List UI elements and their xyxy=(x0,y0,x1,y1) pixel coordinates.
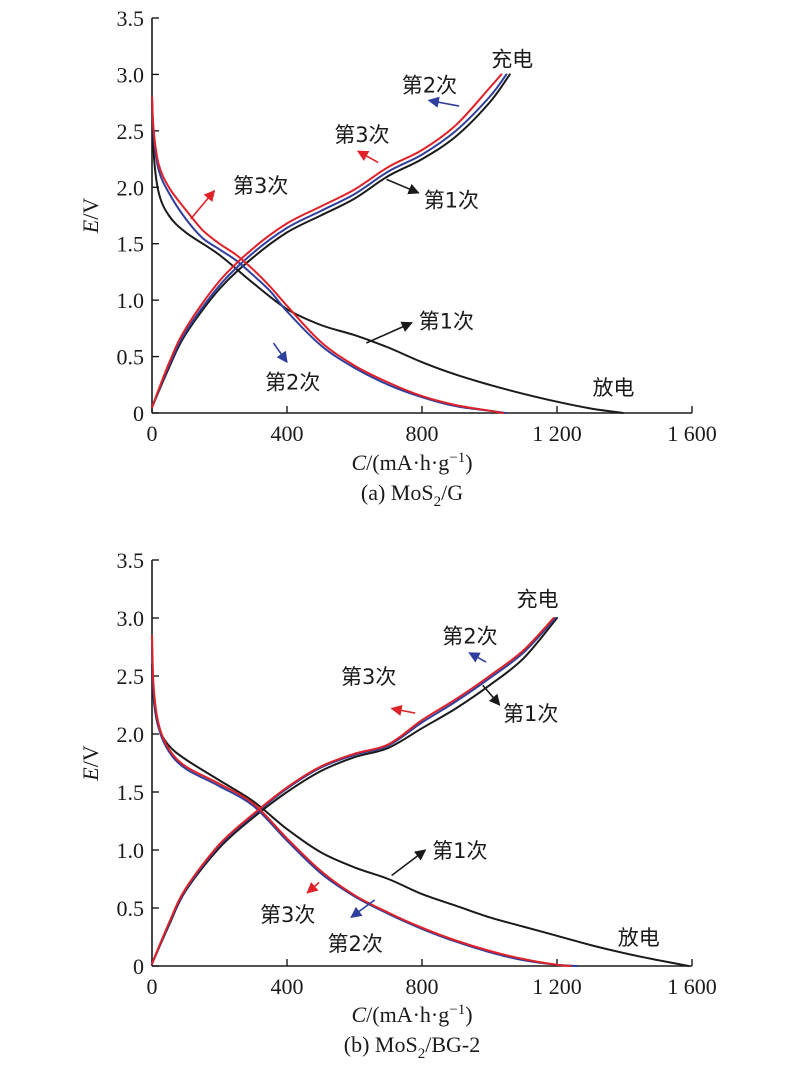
annotation-label: 第3次 xyxy=(260,903,315,927)
y-tick-label: 3.5 xyxy=(117,548,145,573)
x-axis-label-close: ) xyxy=(465,1002,472,1027)
annotation-label: 第2次 xyxy=(402,73,457,97)
annotation-arrow xyxy=(306,881,320,894)
y-tick-label: 2.5 xyxy=(117,119,145,144)
caption-prefix: (b) MoS xyxy=(344,1032,418,1057)
x-axis-label-unit: /(mA·h·g xyxy=(366,450,449,475)
annotation-label: 第1次 xyxy=(503,702,558,726)
y-tick-label: 0 xyxy=(133,401,144,426)
x-axis-label-exponent: −1 xyxy=(449,1002,465,1018)
y-tick-label: 2.0 xyxy=(117,175,145,200)
y-tick-label: 1.0 xyxy=(117,288,145,313)
panel-caption: (a) MoS2/G xyxy=(361,480,463,510)
y-axis-label-var: E xyxy=(78,767,103,782)
annotation-arrow xyxy=(190,189,216,220)
y-tick-label: 0.5 xyxy=(117,345,145,370)
caption-subscript: 2 xyxy=(418,1046,426,1062)
annotation-arrow xyxy=(356,150,379,164)
y-axis-label-unit: /V xyxy=(78,198,103,220)
x-tick-label: 800 xyxy=(406,421,439,446)
annotation-arrow xyxy=(386,178,420,195)
annotation-arrow xyxy=(272,342,288,364)
series-cycle-3-charge-line xyxy=(151,73,503,409)
series-cycle-1-discharge-line xyxy=(151,96,624,414)
y-tick-label: 3.0 xyxy=(117,62,145,87)
y-axis-label: E/V xyxy=(78,745,103,782)
series-cycle-1-charge-line xyxy=(151,73,511,409)
series-cycle-3-discharge-line xyxy=(151,96,504,414)
series-cycle-2-discharge-line xyxy=(151,96,508,414)
annotation-label: 第3次 xyxy=(341,665,396,689)
y-tick-label: 0 xyxy=(133,954,144,979)
annotation-label: 第1次 xyxy=(424,189,479,213)
chart-panel-a: 0 400 800 1 200 1 600 0 0.5 1.0 1.5 2.0 2.5 3.0 3.5 C… xyxy=(78,6,717,510)
x-axis-label-close: ) xyxy=(465,450,472,475)
annotation-label: 第3次 xyxy=(233,174,288,198)
x-tick-label: 400 xyxy=(271,421,304,446)
annotation-arrow xyxy=(350,899,376,918)
annotation-label: 充电 xyxy=(491,48,533,72)
y-tick-label: 3.0 xyxy=(117,606,145,631)
annotation-label: 第2次 xyxy=(442,625,497,649)
x-tick-label: 1 600 xyxy=(667,974,717,999)
x-axis-label: C/(mA·h·g−1) xyxy=(351,1002,472,1027)
x-tick-label: 1 600 xyxy=(667,421,717,446)
y-tick-label: 1.5 xyxy=(117,232,145,257)
series-cycle-2-discharge-line xyxy=(151,646,579,967)
annotation-label: 第1次 xyxy=(419,309,474,333)
y-tick-label: 2.5 xyxy=(117,664,145,689)
y-axis-label-unit: /V xyxy=(78,745,103,767)
x-axis-label-exponent: −1 xyxy=(449,450,465,466)
annotation-arrow xyxy=(390,704,416,716)
annotation-arrow xyxy=(391,849,427,877)
chart-panel-b: 0 400 800 1 200 1 600 0 0.5 1.0 1.5 2.0 2.5 3.0 3.5 C… xyxy=(78,548,717,1062)
annotation-arrow xyxy=(365,321,413,344)
annotation-label: 第1次 xyxy=(432,839,487,863)
series-cycle-3-charge-line xyxy=(151,617,555,965)
x-tick-label: 0 xyxy=(147,421,158,446)
y-axis-label: E/V xyxy=(78,198,103,235)
y-tick-label: 1.5 xyxy=(117,780,145,805)
caption-subscript: 2 xyxy=(434,494,442,510)
series-cycle-1-discharge-line xyxy=(151,663,690,967)
x-axis-label-var: C xyxy=(351,450,366,475)
annotation-label: 放电 xyxy=(592,376,634,400)
x-tick-label: 1 200 xyxy=(532,974,582,999)
annotation-label: 第2次 xyxy=(328,932,383,956)
x-tick-label: 0 xyxy=(147,974,158,999)
y-tick-label: 0.5 xyxy=(117,896,145,921)
annotation-label: 第2次 xyxy=(265,370,320,394)
caption-prefix: (a) MoS xyxy=(361,480,434,505)
x-tick-label: 400 xyxy=(271,974,304,999)
y-tick-label: 2.0 xyxy=(117,722,145,747)
y-axis-label-var: E xyxy=(78,219,103,234)
annotation-label: 充电 xyxy=(517,587,559,611)
series-cycle-3-discharge-line xyxy=(151,634,572,967)
annotation-arrow xyxy=(482,684,501,706)
panel-caption: (b) MoS2/BG-2 xyxy=(344,1032,480,1062)
annotation-label: 第3次 xyxy=(334,123,389,147)
x-axis-label-var: C xyxy=(351,1002,366,1027)
x-tick-label: 800 xyxy=(406,974,439,999)
series-cycle-2-charge-line xyxy=(151,73,508,409)
caption-suffix: /BG-2 xyxy=(425,1032,480,1057)
y-tick-label: 1.0 xyxy=(117,838,145,863)
x-tick-label: 1 200 xyxy=(532,421,582,446)
x-axis-label-unit: /(mA·h·g xyxy=(366,1002,449,1027)
annotation-arrow xyxy=(468,652,487,663)
annotation-label: 放电 xyxy=(618,926,660,950)
x-axis-label: C/(mA·h·g−1) xyxy=(351,450,472,475)
annotation-arrow xyxy=(427,96,460,108)
y-tick-label: 3.5 xyxy=(117,6,145,31)
caption-suffix: /G xyxy=(441,480,463,505)
